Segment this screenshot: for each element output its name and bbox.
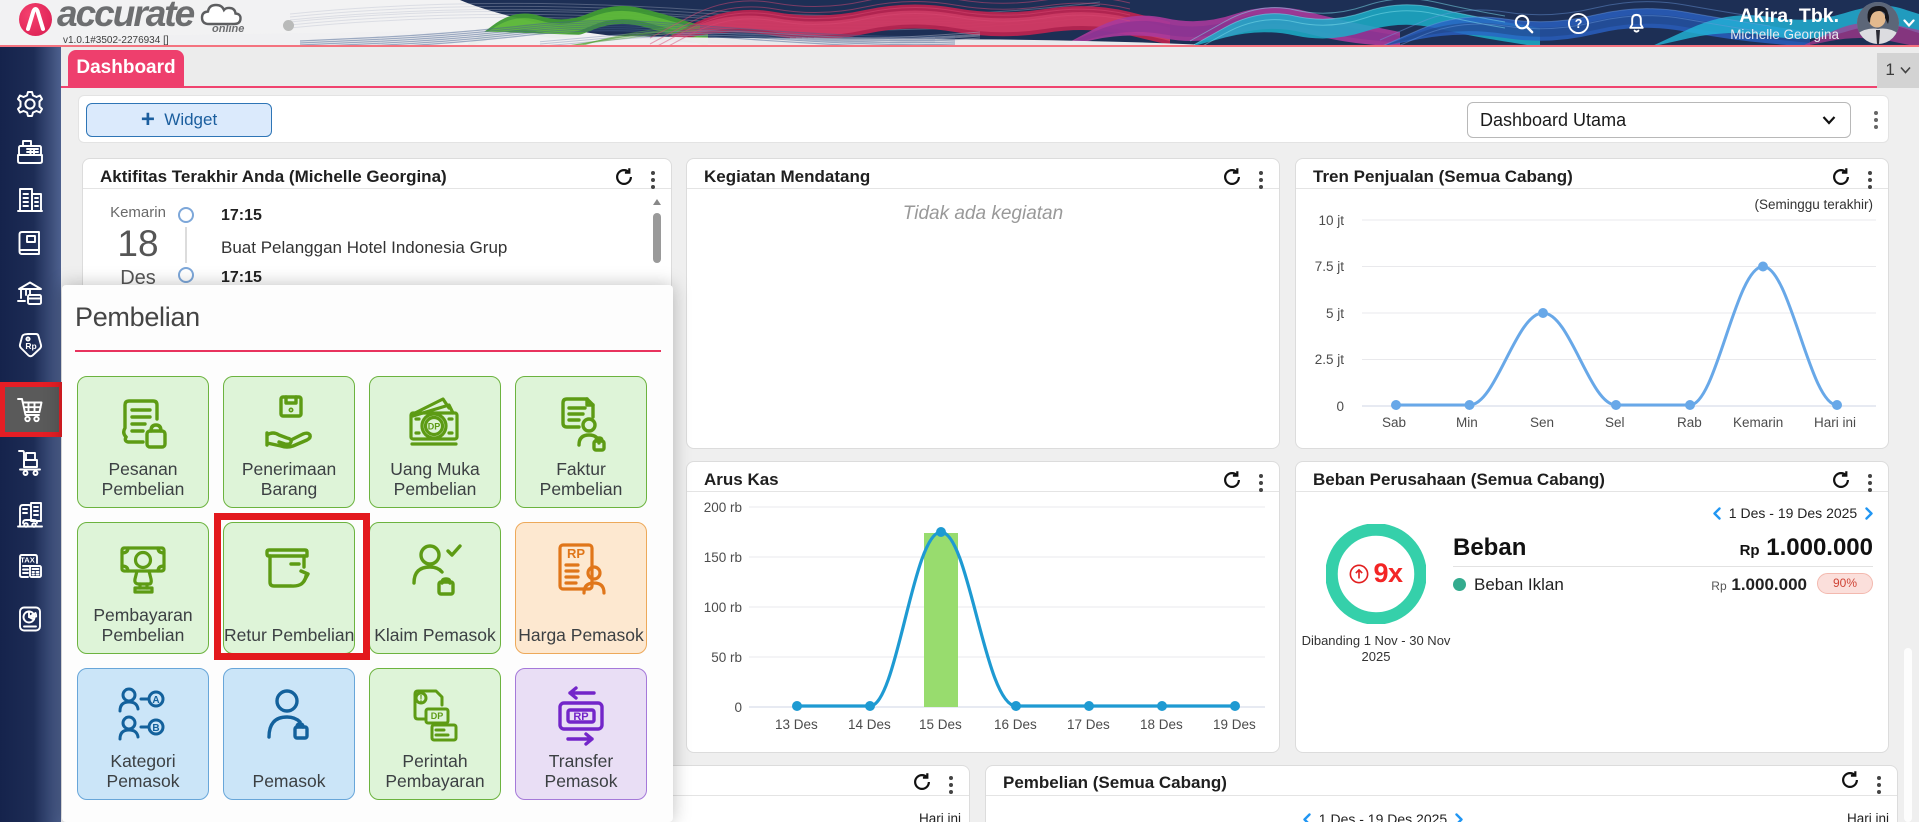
svg-text:A: A: [152, 695, 159, 706]
svg-text:TAX: TAX: [20, 556, 34, 565]
svg-text:RP: RP: [573, 711, 588, 723]
svg-text:!: !: [420, 694, 423, 704]
svg-text:RP: RP: [567, 546, 585, 561]
svg-text:?: ?: [1575, 17, 1583, 31]
svg-text:B: B: [152, 723, 159, 734]
svg-text:DP: DP: [431, 711, 444, 721]
svg-text:Rp: Rp: [25, 341, 36, 351]
svg-text:DP: DP: [428, 422, 441, 432]
